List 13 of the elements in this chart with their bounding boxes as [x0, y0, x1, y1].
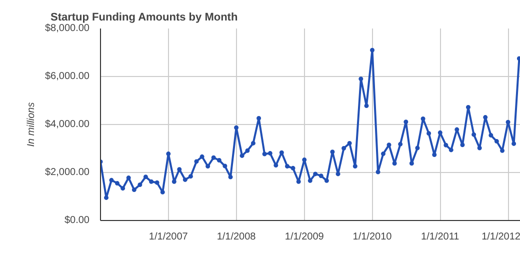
x-tick-label: 1/1/2009	[284, 232, 324, 242]
y-tick-label: $8,000.00	[45, 23, 90, 34]
y-tick-label: $2,000.00	[45, 167, 90, 178]
y-axis-title: In millions	[26, 102, 38, 147]
y-tick-label: $0.00	[64, 215, 90, 226]
x-tick-label: 1/1/2010	[352, 232, 392, 242]
x-tick-label: 1/1/2012	[482, 232, 520, 242]
chart-title: Startup Funding Amounts by Month	[50, 12, 238, 24]
x-tick-label: 1/1/2011	[421, 232, 460, 242]
y-tick-label: $6,000.00	[45, 71, 90, 82]
y-tick-label: $4,000.00	[45, 119, 90, 130]
x-tick-label: 1/1/2007	[148, 232, 188, 242]
x-tick-label: 1/1/2008	[216, 232, 256, 242]
